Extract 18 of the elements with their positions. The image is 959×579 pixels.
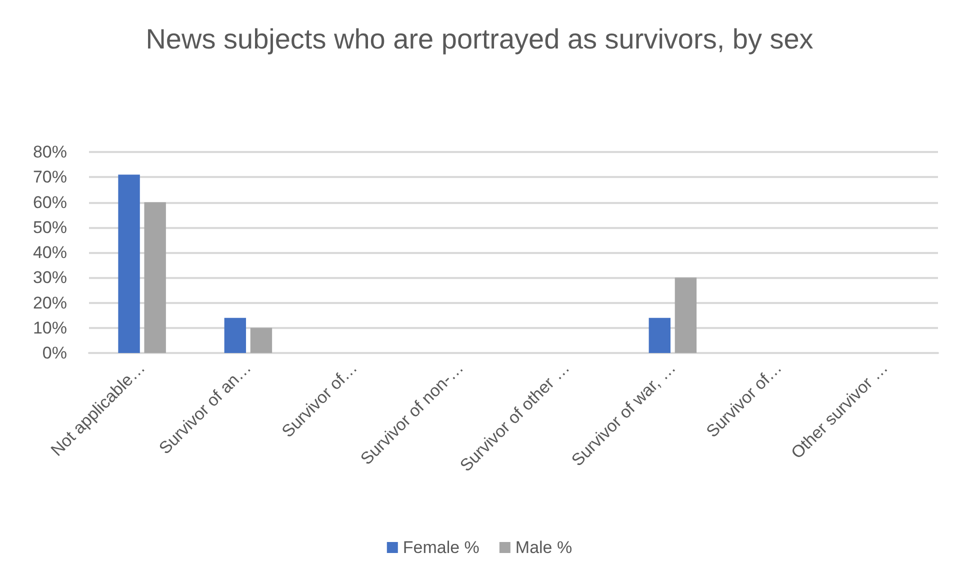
- y-tick-label: 20%: [32, 293, 67, 312]
- y-tick-label: 0%: [42, 344, 67, 362]
- bar: [250, 328, 272, 353]
- bar: [648, 318, 671, 353]
- y-tick-label: 60%: [32, 192, 67, 212]
- y-tick-label: 80%: [32, 142, 67, 162]
- y-tick-label: 10%: [32, 318, 67, 338]
- y-tick-label: 30%: [32, 268, 67, 288]
- y-tick-label: 40%: [32, 243, 67, 262]
- y-tick-label: 70%: [32, 168, 67, 187]
- bar: [144, 202, 166, 353]
- bar: [118, 174, 140, 353]
- bar: [224, 318, 246, 353]
- bar: [674, 278, 697, 353]
- y-tick-label: 50%: [32, 218, 67, 237]
- legend-label: Female %: [402, 538, 480, 557]
- legend-label: Male %: [515, 538, 572, 557]
- chart-title: News subjects who are portrayed as survivors, by sex: [146, 24, 814, 54]
